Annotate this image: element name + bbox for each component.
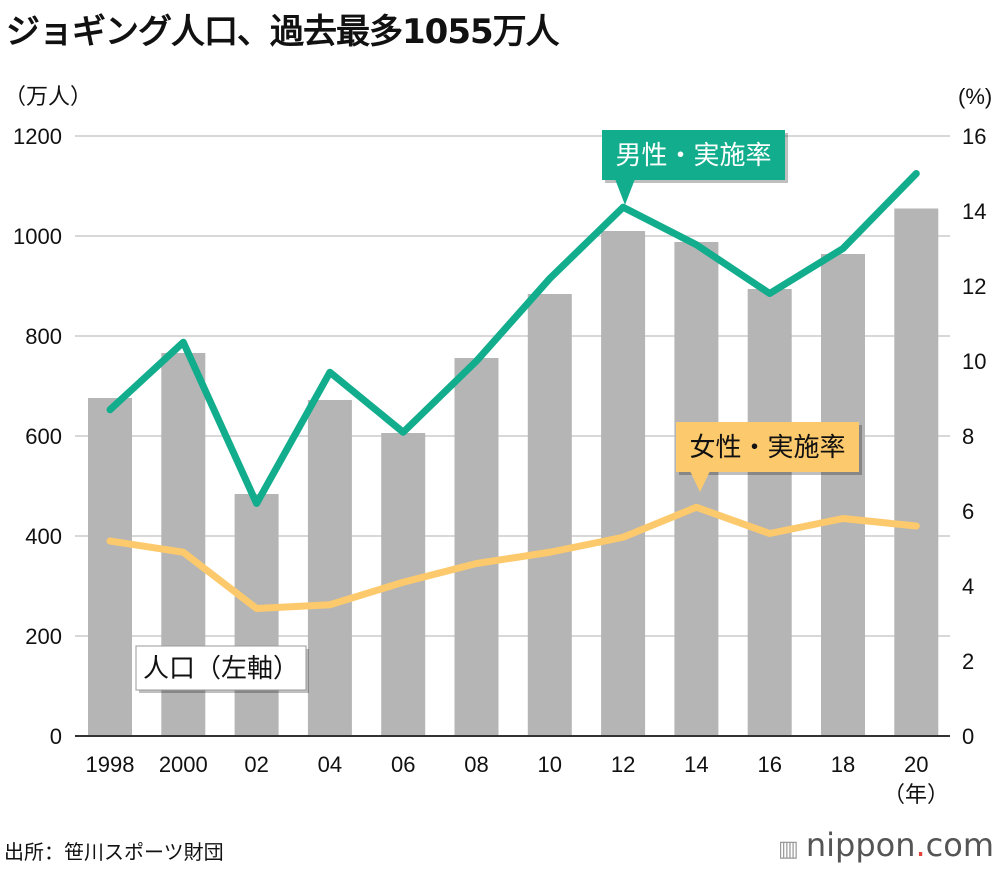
bar-18: [821, 254, 865, 736]
left-tick-label: 400: [25, 524, 62, 549]
bar-02: [234, 494, 279, 736]
legend-population-label: 人口（左軸）: [143, 653, 299, 683]
legend-female-pointer: [690, 471, 710, 492]
left-tick-label: 800: [25, 324, 62, 349]
legend-population-box: [135, 645, 307, 691]
right-tick-label: 2: [962, 649, 974, 674]
right-tick-label: 6: [962, 499, 974, 524]
right-tick-label: 12: [962, 274, 986, 299]
x-tick-label: 06: [391, 752, 415, 777]
source-note: 出所：笹川スポーツ財団: [4, 840, 224, 864]
chart-title: ジョギング人口、過去最多1055万人: [6, 12, 560, 52]
left-tick-label: 200: [25, 624, 62, 649]
right-tick-label: 14: [962, 199, 986, 224]
legend-male-box: [602, 130, 785, 180]
nippon-logo: ▥ nippon.com: [778, 826, 994, 864]
left-tick-label: 600: [25, 424, 62, 449]
x-tick-label: 04: [318, 752, 342, 777]
legend-female-box: [676, 422, 859, 472]
x-tick-label: 08: [464, 752, 488, 777]
bar-04: [307, 400, 352, 736]
left-tick-label: 0: [50, 724, 62, 749]
right-tick-label: 16: [962, 124, 986, 149]
left-tick-label: 1000: [13, 224, 62, 249]
bar-08: [454, 358, 499, 736]
legend-male-label: 男性・実施率: [615, 140, 771, 170]
bar-16: [747, 289, 792, 736]
x-tick-label: 10: [538, 752, 562, 777]
x-tick-label: 02: [244, 752, 268, 777]
bar-20: [894, 208, 939, 736]
x-tick-label: 18: [831, 752, 855, 777]
bar-1998: [88, 398, 132, 736]
x-tick-label: 12: [611, 752, 635, 777]
x-tick-label: 2000: [159, 752, 208, 777]
right-tick-label: 4: [962, 574, 974, 599]
legend-female-label: 女性・実施率: [689, 432, 845, 462]
left-axis-unit: （万人）: [4, 84, 92, 109]
right-tick-label: 0: [962, 724, 974, 749]
legend-male-pointer: [615, 179, 635, 205]
bar-12: [601, 231, 646, 736]
bar-14: [674, 242, 719, 736]
left-tick-label: 1200: [13, 124, 62, 149]
right-axis-unit: (%): [958, 84, 992, 109]
x-tick-label: 1998: [86, 752, 135, 777]
line-male: [106, 170, 920, 507]
line-female: [106, 503, 920, 612]
bar-10: [527, 294, 572, 736]
x-tick-label: 20: [904, 752, 928, 777]
right-tick-label: 8: [962, 424, 974, 449]
x-tick-label: 16: [757, 752, 781, 777]
x-axis-unit: （年）: [883, 782, 949, 807]
x-tick-label: 14: [684, 752, 708, 777]
right-tick-label: 10: [962, 349, 986, 374]
